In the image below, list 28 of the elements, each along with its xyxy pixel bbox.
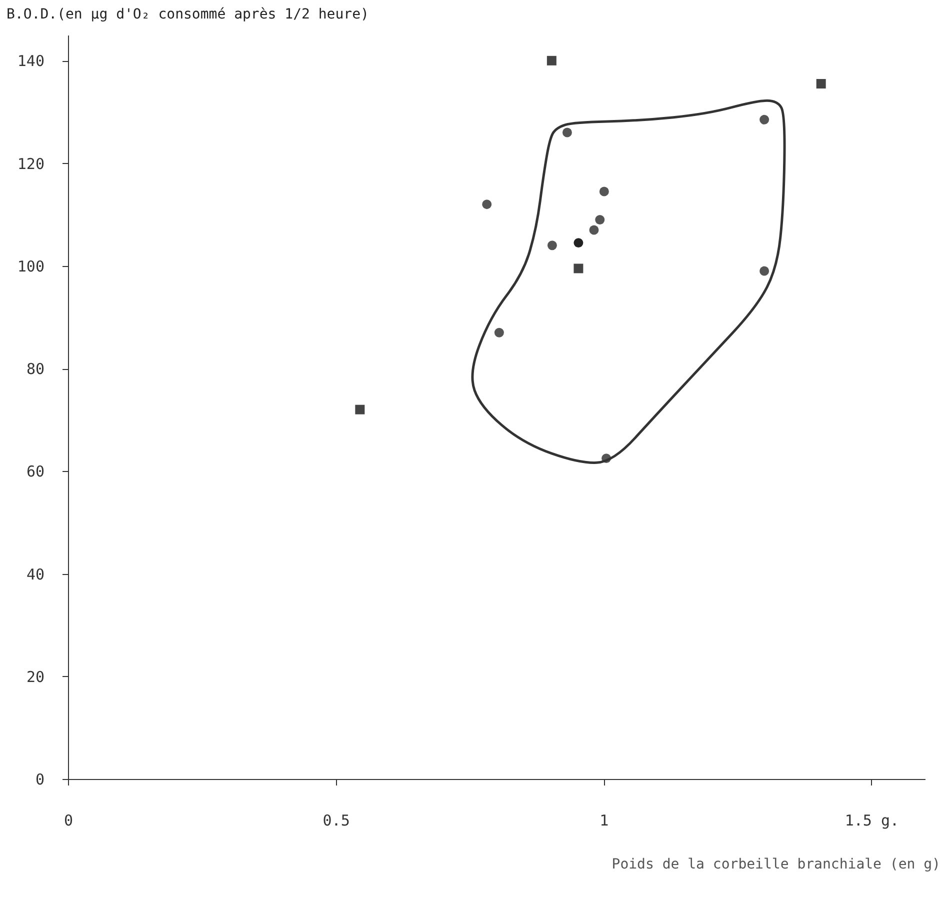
y-tick-label: 0 — [35, 770, 44, 788]
point — [482, 200, 492, 210]
point — [574, 238, 584, 248]
point — [562, 128, 572, 138]
point — [760, 266, 770, 276]
x-tick-label: 1 — [600, 812, 609, 830]
x-tick-label: 0 — [64, 812, 74, 830]
point — [546, 56, 556, 66]
y-tick-label: 40 — [26, 565, 44, 584]
point — [494, 328, 504, 338]
y-tick-label: 80 — [26, 360, 44, 378]
y-tick-label: 100 — [17, 257, 44, 276]
point — [816, 79, 826, 88]
point — [589, 225, 599, 235]
point — [595, 214, 605, 224]
x-tick-label: 1.5 g. — [844, 812, 900, 830]
y-tick-label: 60 — [26, 462, 44, 481]
y-tick-label: 20 — [26, 668, 44, 686]
y-tick-label: 120 — [17, 154, 44, 173]
x-tick-label: 0.5 — [322, 812, 350, 830]
point — [599, 186, 609, 196]
x-axis-title: Poids de la corbeille branchiale (en g) — [612, 856, 940, 872]
point — [547, 240, 557, 250]
y-axis-title: B.O.D.(en µg d'O₂ consommé après 1/2 heure) — [6, 6, 369, 22]
point — [760, 114, 770, 124]
point — [355, 404, 365, 414]
y-tick-label: 140 — [17, 52, 44, 70]
point — [574, 264, 584, 274]
